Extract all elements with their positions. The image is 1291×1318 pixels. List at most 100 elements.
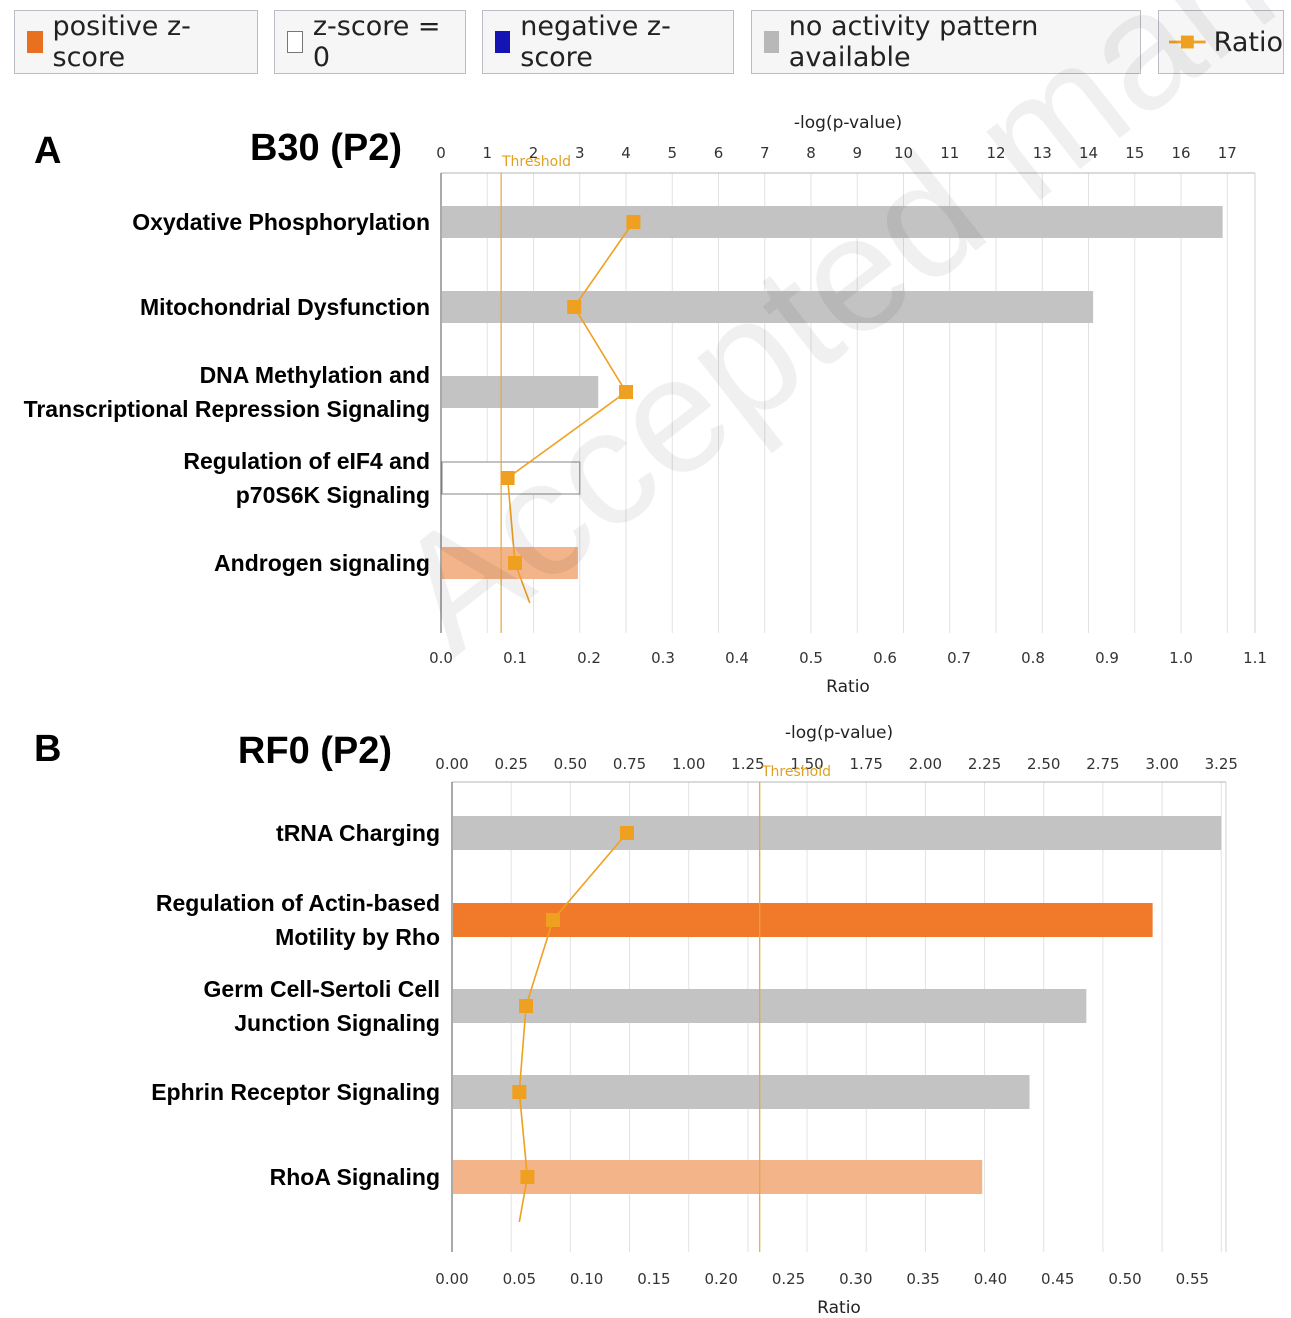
threshold-label: Threshold xyxy=(761,764,831,780)
category-label: Motility by Rho xyxy=(275,924,440,950)
bar xyxy=(453,903,1153,937)
chart-title: B30 (P2) xyxy=(250,127,402,169)
bottom-tick-label: 0.05 xyxy=(503,1270,536,1288)
category-label: tRNA Charging xyxy=(276,820,440,846)
category-label: p70S6K Signaling xyxy=(236,482,430,508)
top-tick-label: 0.50 xyxy=(554,755,587,773)
bottom-tick-label: 0.10 xyxy=(570,1270,603,1288)
top-tick-label: 14 xyxy=(1079,144,1098,162)
category-label: Mitochondrial Dysfunction xyxy=(140,294,430,320)
ratio-marker xyxy=(500,471,515,485)
category-label: Oxydative Phosphorylation xyxy=(132,209,430,235)
bottom-tick-label: 0.45 xyxy=(1041,1270,1074,1288)
bar xyxy=(442,291,1094,323)
bottom-tick-label: 0.1 xyxy=(503,649,527,667)
top-tick-label: 2 xyxy=(529,144,539,162)
ratio-marker xyxy=(512,1085,527,1099)
category-label: Transcriptional Repression Signaling xyxy=(24,396,430,422)
top-tick-label: 16 xyxy=(1171,144,1190,162)
ratio-marker xyxy=(567,300,582,314)
bar xyxy=(453,1160,983,1194)
bar xyxy=(453,1075,1030,1109)
bottom-tick-label: 0.5 xyxy=(799,649,823,667)
legend-item: no activity pattern available xyxy=(751,10,1141,74)
top-tick-label: 2.00 xyxy=(909,755,942,773)
top-axis-title: -log(p-value) xyxy=(794,113,902,133)
bottom-tick-label: 0.0 xyxy=(429,649,453,667)
bottom-tick-label: 0.30 xyxy=(839,1270,872,1288)
top-tick-label: 13 xyxy=(1033,144,1052,162)
legend-item: Ratio xyxy=(1158,10,1284,74)
bottom-tick-label: 0.2 xyxy=(577,649,601,667)
ratio-line xyxy=(518,832,628,1223)
ratio-marker xyxy=(519,999,534,1013)
bottom-tick-label: 0.8 xyxy=(1021,649,1045,667)
top-tick-label: 3.00 xyxy=(1145,755,1178,773)
top-tick-label: 1.50 xyxy=(790,755,823,773)
legend-item: negative z-score xyxy=(482,10,734,74)
ratio-marker xyxy=(545,913,560,927)
top-tick-label: 2.50 xyxy=(1027,755,1060,773)
ratio-marker xyxy=(508,556,522,570)
legend-label: negative z-score xyxy=(520,11,671,73)
legend-swatch-icon xyxy=(764,31,779,53)
top-tick-label: 7 xyxy=(760,144,770,162)
top-tick-label: 3 xyxy=(575,144,585,162)
top-tick-label: 2.25 xyxy=(968,755,1001,773)
bottom-tick-label: 0.15 xyxy=(637,1270,670,1288)
legend-item: z-score = 0 xyxy=(274,10,466,74)
legend-item: positive z-score xyxy=(14,10,258,74)
top-tick-label: 5 xyxy=(667,144,677,162)
bottom-tick-label: 0.50 xyxy=(1108,1270,1141,1288)
bottom-axis-title: Ratio xyxy=(826,677,870,697)
top-tick-label: 12 xyxy=(986,144,1005,162)
bottom-tick-label: 0.7 xyxy=(947,649,971,667)
top-tick-label: 0.75 xyxy=(613,755,646,773)
legend-label: z-score = 0 xyxy=(312,11,441,73)
threshold-label: Threshold xyxy=(501,154,571,170)
legend-swatch-icon xyxy=(495,31,511,53)
category-label: Androgen signaling xyxy=(214,550,430,576)
legend-swatch-icon xyxy=(27,31,43,53)
legend-swatch-icon xyxy=(287,31,303,53)
top-tick-label: 0.00 xyxy=(435,755,468,773)
bottom-tick-label: 0.6 xyxy=(873,649,897,667)
top-tick-label: 0.25 xyxy=(494,755,527,773)
top-tick-label: 4 xyxy=(621,144,631,162)
bottom-tick-label: 0.9 xyxy=(1095,649,1119,667)
legend: positive z-score z-score = 0 negative z-sc… xyxy=(14,10,1284,78)
top-tick-label: 10 xyxy=(894,144,913,162)
category-label: Ephrin Receptor Signaling xyxy=(151,1079,440,1105)
category-label: Regulation of eIF4 and xyxy=(183,448,430,474)
ratio-marker xyxy=(626,215,641,229)
top-tick-label: 1.00 xyxy=(672,755,705,773)
bottom-tick-label: 1.0 xyxy=(1169,649,1193,667)
top-tick-label: 1 xyxy=(482,144,492,162)
bottom-tick-label: 0.40 xyxy=(974,1270,1007,1288)
ratio-marker xyxy=(619,385,633,399)
bottom-tick-label: 0.25 xyxy=(772,1270,805,1288)
bottom-tick-label: 0.55 xyxy=(1176,1270,1209,1288)
bottom-tick-label: 1.1 xyxy=(1243,649,1267,667)
panel-letter: B xyxy=(34,728,61,770)
bottom-tick-label: 0.00 xyxy=(435,1270,468,1288)
top-tick-label: 3.25 xyxy=(1205,755,1238,773)
top-tick-label: 11 xyxy=(940,144,959,162)
bar xyxy=(453,816,1222,850)
bottom-tick-label: 0.3 xyxy=(651,649,675,667)
ratio-marker xyxy=(520,1170,535,1184)
chart-title: RF0 (P2) xyxy=(238,730,392,772)
top-tick-label: 8 xyxy=(806,144,816,162)
top-tick-label: 15 xyxy=(1125,144,1144,162)
top-tick-label: 1.25 xyxy=(731,755,764,773)
bottom-tick-label: 0.35 xyxy=(906,1270,939,1288)
ratio-legend-icon xyxy=(1169,35,1206,49)
ratio-marker xyxy=(619,826,634,840)
bottom-tick-label: 0.4 xyxy=(725,649,749,667)
top-tick-label: 1.75 xyxy=(850,755,883,773)
legend-label: Ratio xyxy=(1213,26,1283,58)
top-tick-label: 0 xyxy=(436,144,446,162)
top-tick-label: 17 xyxy=(1218,144,1237,162)
top-tick-label: 9 xyxy=(852,144,862,162)
